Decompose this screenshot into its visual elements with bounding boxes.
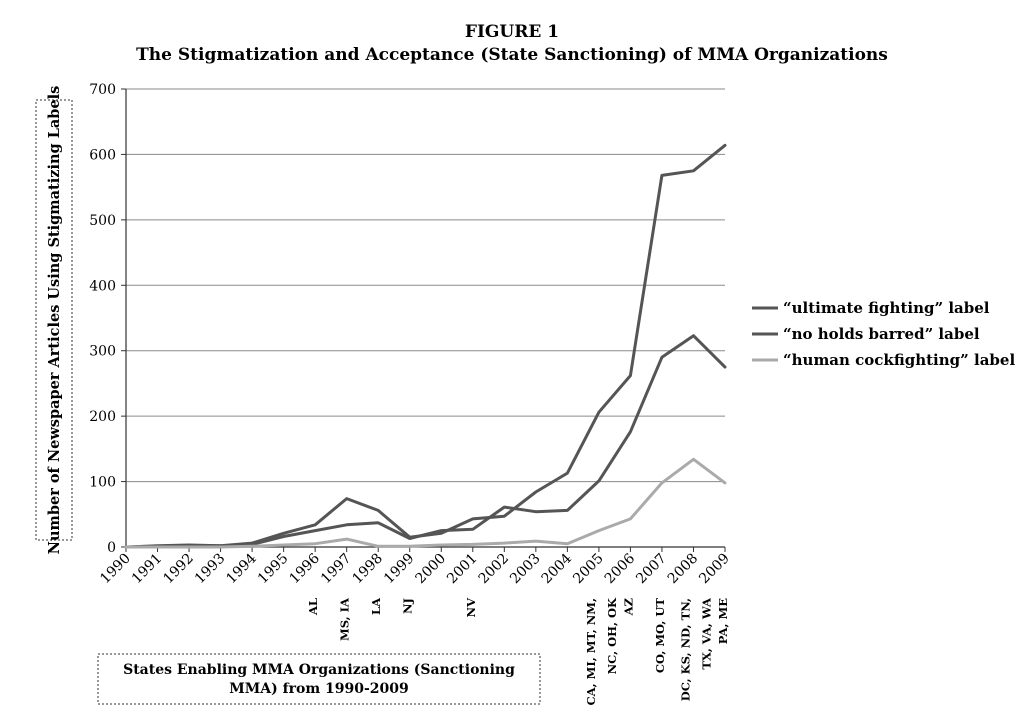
y-tick-label-100: 100 [89,475,116,491]
x-tick-label-1994: 1994 [223,550,260,587]
y-tick-label-400: 400 [89,278,116,294]
x-tick-label-1993: 1993 [192,551,229,588]
x-tick-label-1996: 1996 [286,550,323,587]
state-annotation-0: AL [306,598,320,616]
y-tick-label-200: 200 [89,409,116,425]
legend-label-2: “human cockfighting” label [783,351,1015,369]
series-lines [124,143,727,549]
y-tick-label-600: 600 [89,147,116,163]
state-annotation-11: PA, ME [716,598,730,644]
y-tick-labels: 0 100 200 300 400 500 600 700 [89,82,116,556]
x-tick-label-2005: 2005 [570,551,607,588]
x-tick-label-2001: 2001 [444,551,481,588]
legend-label-1: “no holds barred” label [783,325,980,343]
state-annotation-7: AZ [621,598,635,616]
legend-label-0: “ultimate fighting” label [783,299,990,317]
figure-label: FIGURE 1 [465,22,559,42]
x-tick-label-1998: 1998 [350,551,387,588]
state-annotations: AL MS, IA LA NJ NV CA, MI, MT, NM, NC, OH, OK A… [306,597,730,706]
x-tick-label-1999: 1999 [381,551,418,588]
axes [125,89,725,548]
chart-title: The Stigmatization and Acceptance (State… [136,45,888,65]
states-box-label-line1: States Enabling MMA Organizations (Sanct… [123,662,515,678]
legend: “ultimate fighting” label “no holds barre… [752,299,1015,369]
x-tick-label-2008: 2008 [665,551,702,588]
x-tick-label-2004: 2004 [539,550,576,587]
state-annotation-2: LA [369,597,383,615]
state-annotation-1: MS, IA [338,597,352,641]
x-tick-label-2009: 2009 [696,551,733,588]
gridlines [121,88,725,548]
y-tick-label-300: 300 [89,344,116,360]
state-annotation-3: NJ [401,598,415,614]
x-tick-label-1995: 1995 [255,551,292,588]
y-axis-label: Number of Newspaper Articles Using Stigm… [46,86,63,555]
x-tick-label-2007: 2007 [633,551,670,588]
x-tick-labels: 1990199119921993199419951996199719981999… [97,547,733,587]
x-tick-label-1991: 1991 [129,551,166,588]
states-box [97,653,541,705]
x-tick-label-2006: 2006 [602,550,639,587]
series-line-2 [124,457,727,549]
x-tick-label-2003: 2003 [507,551,544,588]
state-annotation-4: NV [464,597,478,618]
x-tick-label-1997: 1997 [318,551,355,588]
x-tick-label-2002: 2002 [476,551,513,588]
state-annotation-5: CA, MI, MT, NM, [584,598,598,705]
y-tick-label-0: 0 [107,540,116,556]
series-line-0 [124,143,727,549]
state-annotation-10: TX, VA, WA [699,597,713,670]
state-annotation-6: NC, OH, OK [605,597,619,674]
y-tick-label-500: 500 [89,213,116,229]
y-axis-label-box [35,99,73,541]
states-box-label-line2: MMA) from 1990-2009 [229,681,409,697]
x-tick-label-1992: 1992 [160,551,197,588]
y-tick-label-700: 700 [89,82,116,98]
x-tick-label-2000: 2000 [413,551,450,588]
state-annotation-8: CO, MO, UT [653,598,667,674]
state-annotation-9: DC, KS, ND, TN, [678,598,692,701]
